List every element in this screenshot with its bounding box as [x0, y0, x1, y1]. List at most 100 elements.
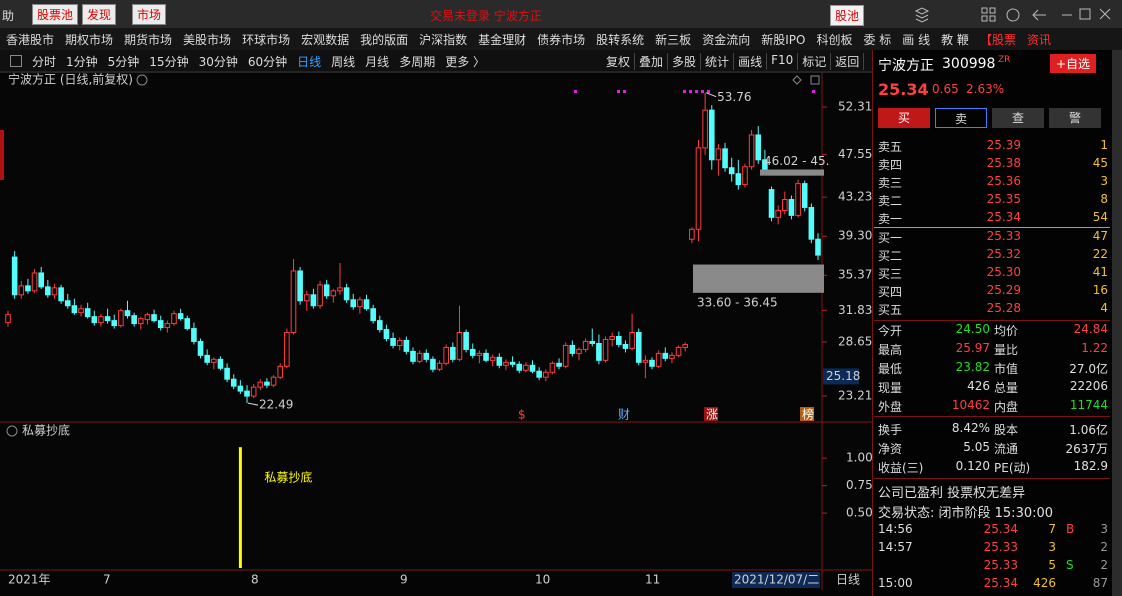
- period-tab[interactable]: 更多 〉: [445, 55, 486, 69]
- menu-item[interactable]: 债券市场: [537, 33, 586, 47]
- add-watch[interactable]: +自选: [1050, 54, 1097, 73]
- icon[interactable]: [1006, 8, 1020, 22]
- marker: [574, 90, 577, 93]
- period-tab[interactable]: 15分钟: [149, 55, 189, 69]
- change-pct: 2.63%: [966, 82, 1005, 96]
- candle-body: [582, 340, 589, 350]
- period-tab[interactable]: 5分钟: [107, 55, 140, 69]
- trade-button[interactable]: 买: [878, 108, 930, 128]
- menu-item[interactable]: 委 标: [863, 33, 892, 47]
- menu-item[interactable]: 沪深指数: [419, 33, 468, 47]
- period-tab[interactable]: 1分钟: [66, 55, 98, 69]
- candle-body: [682, 343, 689, 348]
- marker: [623, 90, 626, 93]
- book-volume: 16: [1092, 283, 1108, 297]
- stat-value: 8.42%: [951, 421, 990, 435]
- period-tab[interactable]: 60分钟: [247, 55, 288, 69]
- candle-body: [58, 287, 64, 302]
- menu-item[interactable]: 股转系统: [596, 33, 645, 47]
- maximize[interactable]: [1079, 8, 1091, 20]
- icon[interactable]: [981, 7, 988, 14]
- menu-item[interactable]: 期货市场: [124, 33, 173, 47]
- pool-button[interactable]: 股池: [830, 5, 865, 26]
- menu-link[interactable]: 【股票: [979, 33, 1016, 47]
- book-price: 25.39: [986, 138, 1021, 152]
- trade-button[interactable]: 查: [992, 108, 1044, 128]
- icon[interactable]: [989, 7, 996, 14]
- stat-value: 182.9: [1073, 459, 1108, 473]
- book-label: 买四: [878, 285, 903, 299]
- menu-item[interactable]: 香港股市: [6, 33, 55, 47]
- tab[interactable]: 发现: [82, 4, 117, 25]
- menu-item[interactable]: 我的版面: [360, 33, 409, 47]
- tick-cell: 14:56: [878, 522, 913, 536]
- tool-button[interactable]: 复权: [602, 53, 636, 70]
- last-price-box: [823, 368, 859, 385]
- tool-button[interactable]: 返回: [831, 53, 865, 70]
- book-label: 买五: [878, 303, 903, 317]
- trade-button[interactable]: 警: [1049, 108, 1101, 128]
- stock-code: 300998: [942, 56, 996, 72]
- menu-item[interactable]: 宏观数据: [301, 33, 350, 47]
- tool-button[interactable]: 标记: [798, 53, 832, 70]
- menu-item[interactable]: 资金流向: [702, 33, 751, 47]
- close[interactable]: [1099, 8, 1111, 20]
- period-tab[interactable]: 月线: [365, 55, 390, 69]
- candle-body: [782, 198, 788, 211]
- menu-item[interactable]: 环球市场: [242, 33, 291, 47]
- period-tab[interactable]: 日线: [297, 55, 322, 69]
- period-tab[interactable]: 分时: [32, 55, 57, 69]
- menu-item[interactable]: 新三板: [655, 33, 692, 47]
- period-tab[interactable]: 周线: [331, 55, 356, 69]
- chart-menu-icon[interactable]: [136, 74, 148, 86]
- candle-body: [416, 352, 423, 362]
- tick-cell: 25.33: [983, 558, 1018, 572]
- tool-button[interactable]: 叠加: [635, 53, 669, 70]
- y-tick-label: 47.55: [838, 147, 872, 161]
- book-price: 25.32: [986, 247, 1021, 261]
- tool-button[interactable]: 画线: [734, 53, 768, 70]
- icon[interactable]: [914, 7, 930, 23]
- icons: [914, 7, 1111, 23]
- menu-item[interactable]: 美股市场: [183, 33, 232, 47]
- menu-item[interactable]: 期权市场: [65, 33, 114, 47]
- high-label: 53.76: [717, 90, 751, 104]
- divider: [874, 478, 1110, 479]
- menu-link[interactable]: 资讯: [1026, 33, 1051, 47]
- book-volume: 47: [1092, 229, 1108, 243]
- icon[interactable]: [989, 15, 996, 22]
- tool-button[interactable]: F10: [767, 53, 799, 70]
- icon[interactable]: [1032, 9, 1046, 21]
- candle-body: [377, 320, 383, 331]
- candle-body: [503, 361, 509, 366]
- menu-item[interactable]: 新股IPO: [761, 33, 806, 47]
- candle-body: [330, 290, 337, 297]
- x-tick-label: 7: [103, 573, 111, 587]
- period-tab[interactable]: 30分钟: [198, 55, 238, 69]
- candle-body: [343, 287, 350, 301]
- tool-button[interactable]: 多股: [668, 53, 702, 70]
- menu-item[interactable]: 教 鞭: [941, 33, 969, 47]
- help[interactable]: 助: [2, 9, 15, 23]
- pane-menu-icon[interactable]: [6, 425, 18, 437]
- menu-item[interactable]: 基金理财: [478, 33, 527, 47]
- period-tab[interactable]: 多周期: [399, 55, 436, 69]
- tab[interactable]: 市场: [132, 4, 167, 25]
- y-tick-label: 28.65: [838, 334, 872, 348]
- candle-body: [529, 364, 536, 372]
- icon[interactable]: [810, 75, 820, 85]
- book-volume: 3: [1100, 174, 1108, 188]
- tab[interactable]: 股票池: [32, 4, 79, 25]
- book-label: 买三: [878, 267, 903, 281]
- icon[interactable]: [981, 15, 988, 22]
- tick-cell: 3: [1100, 522, 1108, 536]
- scrollbar[interactable]: [1112, 50, 1122, 596]
- candle-body: [655, 352, 662, 367]
- trade-button[interactable]: 卖: [935, 108, 987, 128]
- menu-item[interactable]: 科创板: [816, 33, 853, 47]
- icon[interactable]: [792, 75, 802, 85]
- tool-button[interactable]: 统计: [701, 53, 735, 70]
- candle-body: [171, 313, 177, 325]
- menu-item[interactable]: 画 线: [902, 33, 931, 47]
- period-icon[interactable]: [10, 55, 22, 67]
